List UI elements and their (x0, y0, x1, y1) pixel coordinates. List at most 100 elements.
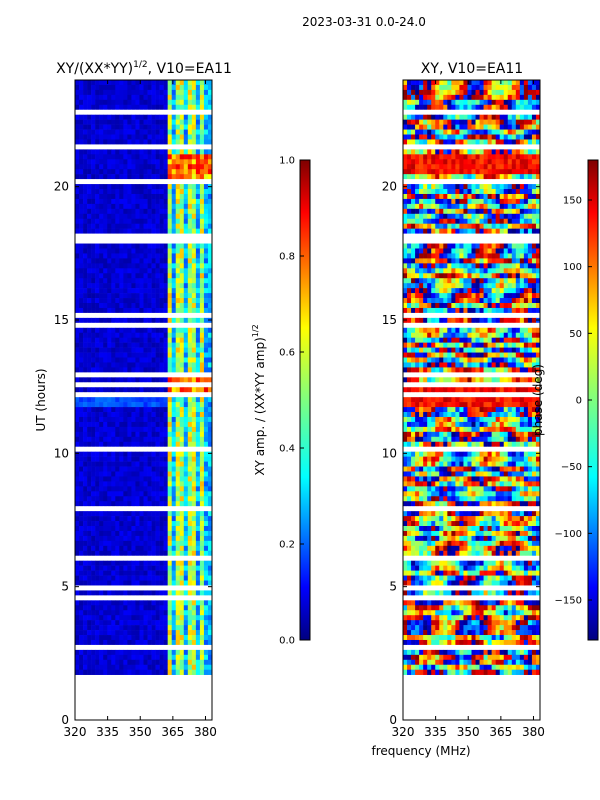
heatmap-cell (75, 649, 80, 656)
heatmap-cell (119, 595, 124, 601)
heatmap-cell (87, 481, 92, 487)
heatmap-cell (415, 94, 420, 101)
heatmap-cell (183, 303, 189, 309)
heatmap-cell (195, 278, 201, 284)
heatmap-cell (523, 144, 529, 150)
heatmap-cell (535, 99, 541, 106)
heatmap-cell (487, 124, 492, 130)
heatmap-cell (135, 283, 140, 289)
heatmap-cell (83, 476, 88, 482)
heatmap-cell (191, 372, 197, 378)
heatmap-cell (475, 159, 480, 165)
heatmap-cell (195, 392, 201, 398)
heatmap-cell (119, 293, 124, 299)
heatmap-cell (75, 99, 80, 106)
heatmap-cell (87, 560, 92, 566)
heatmap-cell (83, 496, 88, 502)
heatmap-cell (159, 288, 164, 294)
heatmap-cell (103, 461, 108, 467)
heatmap-cell (463, 129, 468, 135)
heatmap-cell (451, 198, 456, 205)
heatmap-cell (147, 203, 152, 210)
heatmap-cell (191, 129, 197, 135)
heatmap-cell (483, 134, 488, 140)
heatmap-cell (123, 402, 128, 408)
heatmap-cell (495, 174, 501, 180)
heatmap-cell (103, 154, 108, 160)
heatmap-cell (139, 164, 144, 170)
heatmap-cell (179, 352, 185, 358)
heatmap-cell (127, 441, 132, 448)
heatmap-cell (127, 84, 132, 91)
heatmap-cell (415, 119, 420, 125)
heatmap-cell (115, 84, 120, 91)
heatmap-cell (487, 109, 492, 115)
heatmap-cell (143, 288, 148, 294)
heatmap-cell (119, 89, 124, 96)
heatmap-cell (107, 600, 112, 606)
heatmap-cell (79, 535, 84, 542)
heatmap-cell (139, 649, 144, 656)
heatmap-cell (131, 273, 136, 279)
heatmap-cell (159, 184, 164, 190)
heatmap-cell (159, 590, 164, 596)
heatmap-cell (467, 169, 472, 175)
heatmap-cell (79, 218, 84, 225)
heatmap-cell (111, 382, 116, 388)
heatmap-cell (151, 610, 156, 616)
heatmap-cell (103, 80, 108, 86)
heatmap-cell (155, 392, 160, 398)
heatmap-cell (143, 322, 148, 329)
heatmap-cell (163, 644, 168, 651)
heatmap-cell (79, 357, 84, 363)
heatmap-cell (99, 198, 104, 205)
heatmap-cell (131, 139, 136, 145)
heatmap-cell (147, 169, 152, 175)
heatmap-cell (87, 263, 92, 269)
heatmap-cell (135, 124, 140, 130)
heatmap-cell (199, 327, 205, 334)
heatmap-cell (419, 174, 424, 180)
heatmap-cell (403, 129, 408, 135)
heatmap-cell (447, 144, 452, 150)
heatmap-cell (159, 486, 164, 492)
heatmap-cell (439, 104, 444, 111)
heatmap-cell (103, 233, 108, 239)
heatmap-cell (91, 659, 96, 666)
heatmap-cell (459, 80, 464, 86)
heatmap-cell (155, 179, 160, 185)
heatmap-cell (87, 278, 92, 284)
heatmap-cell (491, 159, 496, 165)
heatmap-cell (135, 382, 140, 388)
heatmap-cell (131, 575, 136, 581)
heatmap-cell (195, 644, 201, 651)
heatmap-cell (103, 476, 108, 482)
heatmap-cell (179, 575, 185, 581)
heatmap-cell (111, 526, 116, 532)
heatmap-cell (183, 233, 189, 239)
heatmap-cell (455, 174, 460, 180)
heatmap-cell (199, 119, 205, 125)
heatmap-cell (107, 659, 112, 666)
heatmap-cell (95, 664, 100, 671)
heatmap-cell (151, 600, 156, 606)
heatmap-cell (167, 466, 173, 472)
heatmap-cell (111, 238, 116, 244)
heatmap-cell (127, 357, 132, 363)
heatmap-cell (535, 189, 541, 195)
heatmap-cell (507, 109, 513, 115)
heatmap-cell (191, 585, 197, 591)
heatmap-cell (83, 104, 88, 111)
heatmap-cell (79, 84, 84, 91)
heatmap-cell (91, 84, 96, 91)
heatmap-cell (519, 139, 525, 145)
heatmap-cell (95, 481, 100, 487)
heatmap-cell (159, 431, 164, 438)
heatmap-cell (207, 421, 213, 428)
heatmap-cell (79, 585, 84, 591)
heatmap-cell (79, 639, 84, 646)
heatmap-cell (163, 258, 168, 264)
heatmap-cell (483, 94, 488, 101)
heatmap-cell (111, 506, 116, 512)
heatmap-cell (107, 89, 112, 96)
